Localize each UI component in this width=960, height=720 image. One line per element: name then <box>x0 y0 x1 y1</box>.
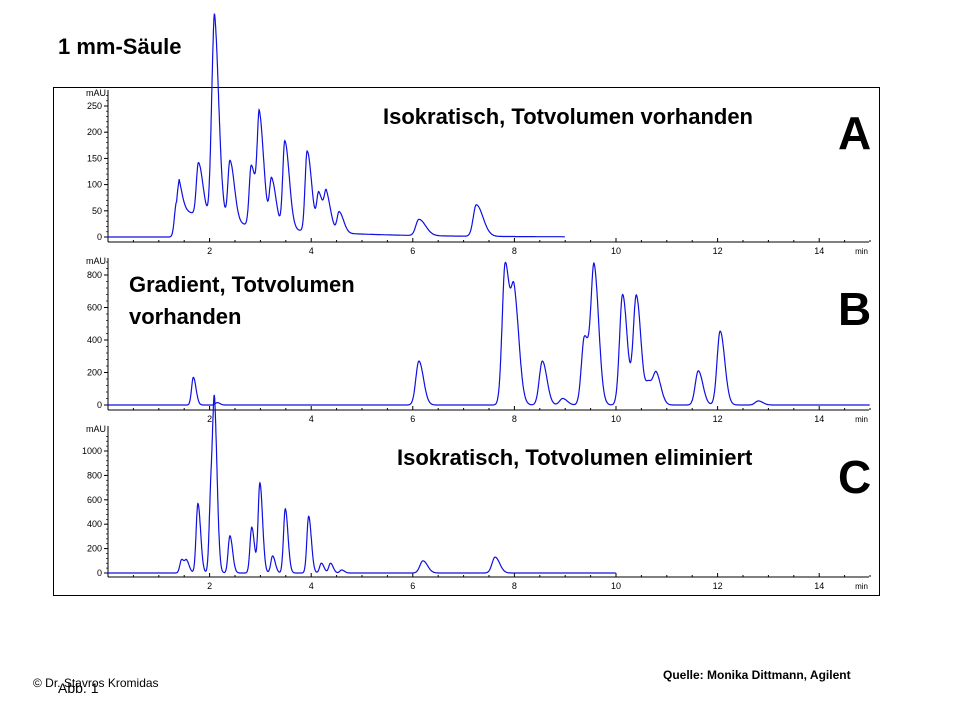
svg-text:800: 800 <box>87 270 102 280</box>
svg-text:250: 250 <box>87 101 102 111</box>
svg-text:4: 4 <box>309 414 314 424</box>
svg-text:12: 12 <box>713 246 723 256</box>
svg-text:mAU: mAU <box>86 424 106 434</box>
panel-b-caption-line1: Gradient, Totvolumen <box>129 272 355 297</box>
figure-number: Abb. 1 <box>58 680 99 696</box>
svg-text:10: 10 <box>611 246 621 256</box>
panel-c-letter: C <box>838 451 872 503</box>
panel-a-letter: A <box>838 107 872 159</box>
svg-text:1000: 1000 <box>82 446 102 456</box>
panel-b-chart: 0 200 400 600 800 mAU 2 4 6 8 10 12 14 min <box>86 256 871 424</box>
svg-text:100: 100 <box>87 180 102 190</box>
svg-text:8: 8 <box>512 581 517 591</box>
svg-text:800: 800 <box>87 470 102 480</box>
svg-text:400: 400 <box>87 519 102 529</box>
svg-text:6: 6 <box>410 581 415 591</box>
svg-text:2: 2 <box>207 246 212 256</box>
svg-text:600: 600 <box>87 495 102 505</box>
svg-text:600: 600 <box>87 303 102 313</box>
svg-text:12: 12 <box>713 581 723 591</box>
svg-text:min: min <box>855 247 868 256</box>
svg-text:mAU: mAU <box>86 256 106 266</box>
slide-title: 1 mm-Säule <box>58 34 182 59</box>
svg-text:10: 10 <box>611 414 621 424</box>
svg-text:min: min <box>855 415 868 424</box>
svg-text:0: 0 <box>97 232 102 242</box>
svg-text:4: 4 <box>309 246 314 256</box>
svg-text:min: min <box>855 582 868 591</box>
svg-text:150: 150 <box>87 153 102 163</box>
panel-b-caption-line2: vorhanden <box>129 304 242 329</box>
svg-text:14: 14 <box>814 581 824 591</box>
svg-text:2: 2 <box>207 414 212 424</box>
svg-text:10: 10 <box>611 581 621 591</box>
svg-text:14: 14 <box>814 246 824 256</box>
svg-text:200: 200 <box>87 544 102 554</box>
svg-text:400: 400 <box>87 335 102 345</box>
svg-text:12: 12 <box>713 414 723 424</box>
svg-text:6: 6 <box>410 414 415 424</box>
source-text: Quelle: Monika Dittmann, Agilent <box>663 668 851 682</box>
svg-text:200: 200 <box>87 127 102 137</box>
panel-c-caption: Isokratisch, Totvolumen eliminiert <box>397 445 753 470</box>
panel-a-caption: Isokratisch, Totvolumen vorhanden <box>383 104 753 129</box>
panel-a-chart: 0 50 100 150 200 250 mAU 2 4 6 8 10 12 14 min <box>86 13 871 256</box>
svg-text:200: 200 <box>87 368 102 378</box>
svg-text:0: 0 <box>97 568 102 578</box>
svg-text:4: 4 <box>309 581 314 591</box>
svg-text:8: 8 <box>512 246 517 256</box>
svg-text:14: 14 <box>814 414 824 424</box>
svg-text:2: 2 <box>207 581 212 591</box>
chromatogram-frame <box>53 87 880 596</box>
svg-text:0: 0 <box>97 400 102 410</box>
copyright-text: © Dr. Stavros Kromidas <box>33 676 159 690</box>
panel-c-chart: 0 200 400 600 800 1000 mAU 2 4 6 8 10 12 14 min <box>82 394 871 591</box>
panel-b-letter: B <box>838 283 872 335</box>
svg-text:mAU: mAU <box>86 88 106 98</box>
svg-text:50: 50 <box>92 206 102 216</box>
svg-text:8: 8 <box>512 414 517 424</box>
svg-text:6: 6 <box>410 246 415 256</box>
